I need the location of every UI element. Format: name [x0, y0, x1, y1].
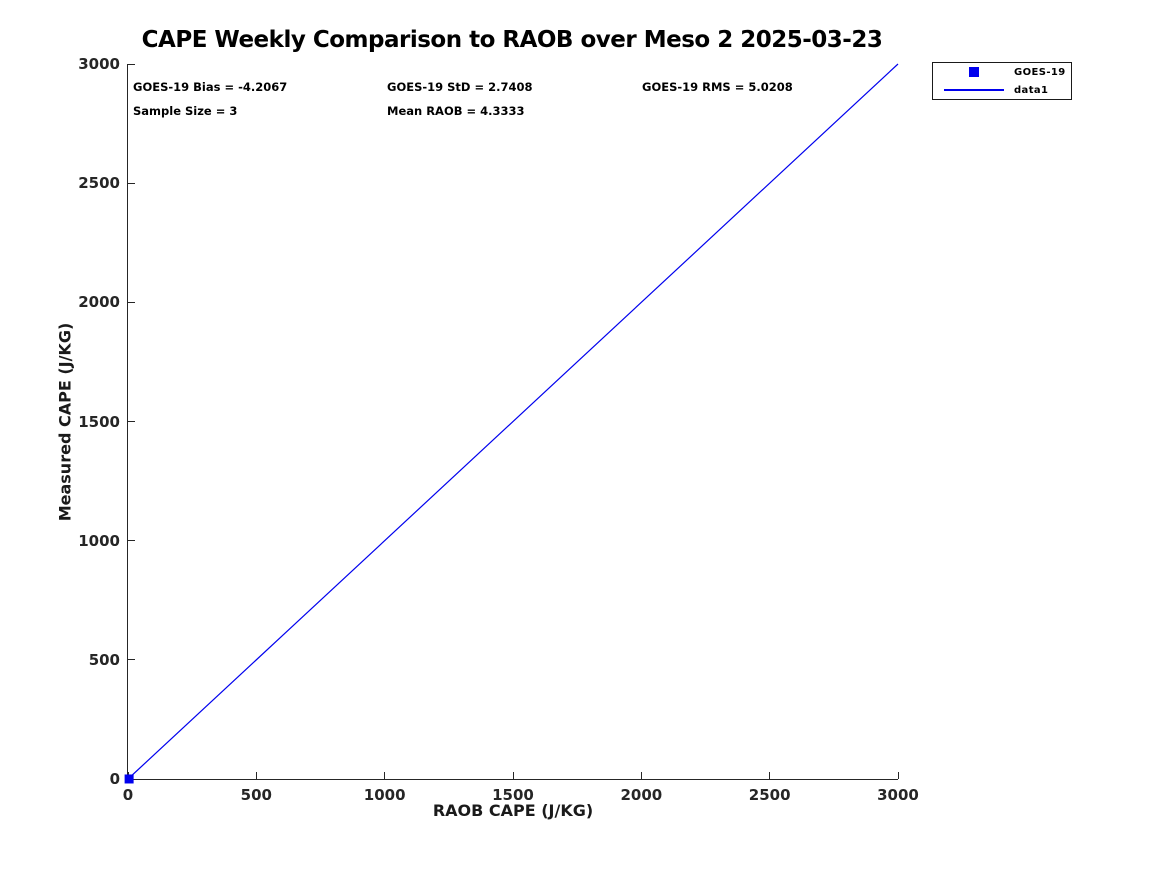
plot-canvas: [124, 63, 899, 784]
chart-title: CAPE Weekly Comparison to RAOB over Meso…: [141, 27, 883, 53]
stat-std: GOES-19 StD = 2.7408: [387, 80, 533, 94]
y-axis-tick: [128, 540, 135, 542]
stat-mean-raob: Mean RAOB = 4.3333: [387, 104, 525, 118]
line-swatch-icon: [944, 89, 1004, 91]
x-axis-tick: [640, 772, 642, 779]
stat-rms: GOES-19 RMS = 5.0208: [642, 80, 793, 94]
x-axis-tick: [769, 772, 771, 779]
x-tick-label: 1000: [363, 786, 406, 804]
legend-entry-goes19: GOES-19: [933, 63, 1071, 81]
stat-sample-size: Sample Size = 3: [133, 104, 238, 118]
y-axis-tick: [128, 301, 135, 303]
x-tick-label: 2000: [620, 786, 663, 804]
x-axis-tick: [897, 772, 899, 779]
x-axis-tick: [512, 772, 514, 779]
plot-area: GOES-19 Bias = -4.2067 GOES-19 StD = 2.7…: [56, 55, 919, 820]
y-tick-label: 2000: [78, 293, 120, 312]
y-tick-label: 500: [88, 650, 120, 669]
x-tick-label: 2500: [748, 786, 791, 804]
stat-bias: GOES-19 Bias = -4.2067: [133, 80, 288, 94]
y-axis-tick: [128, 63, 135, 65]
data1-line: [127, 63, 899, 780]
legend: GOES-19 data1: [932, 62, 1072, 100]
y-tick-label: 1500: [78, 412, 120, 431]
y-tick-label: 1000: [78, 531, 120, 550]
x-tick-label: 1500: [492, 786, 534, 804]
y-axis-tick: [128, 182, 135, 184]
x-tick-label: 3000: [877, 786, 919, 804]
y-tick-label: 2500: [78, 174, 120, 193]
legend-entry-data1: data1: [933, 81, 1071, 99]
legend-swatch-container: [944, 89, 1004, 91]
y-axis-tick: [128, 659, 135, 661]
y-axis-tick: [128, 421, 135, 422]
y-tick-label: 0: [109, 770, 120, 788]
x-axis-label: RAOB CAPE (J/KG): [432, 801, 594, 820]
x-axis-tick: [255, 772, 257, 779]
legend-swatch-container: [944, 67, 1004, 77]
GOES-19-marker: [124, 774, 134, 784]
square-marker-icon: [969, 67, 979, 77]
x-tick-label: 500: [240, 786, 272, 804]
y-tick-label: 3000: [78, 55, 120, 73]
x-axis-tick: [384, 772, 386, 779]
legend-label-goes19: GOES-19: [1014, 66, 1066, 78]
x-tick-label: 0: [122, 786, 134, 804]
legend-label-data1: data1: [1014, 84, 1049, 96]
